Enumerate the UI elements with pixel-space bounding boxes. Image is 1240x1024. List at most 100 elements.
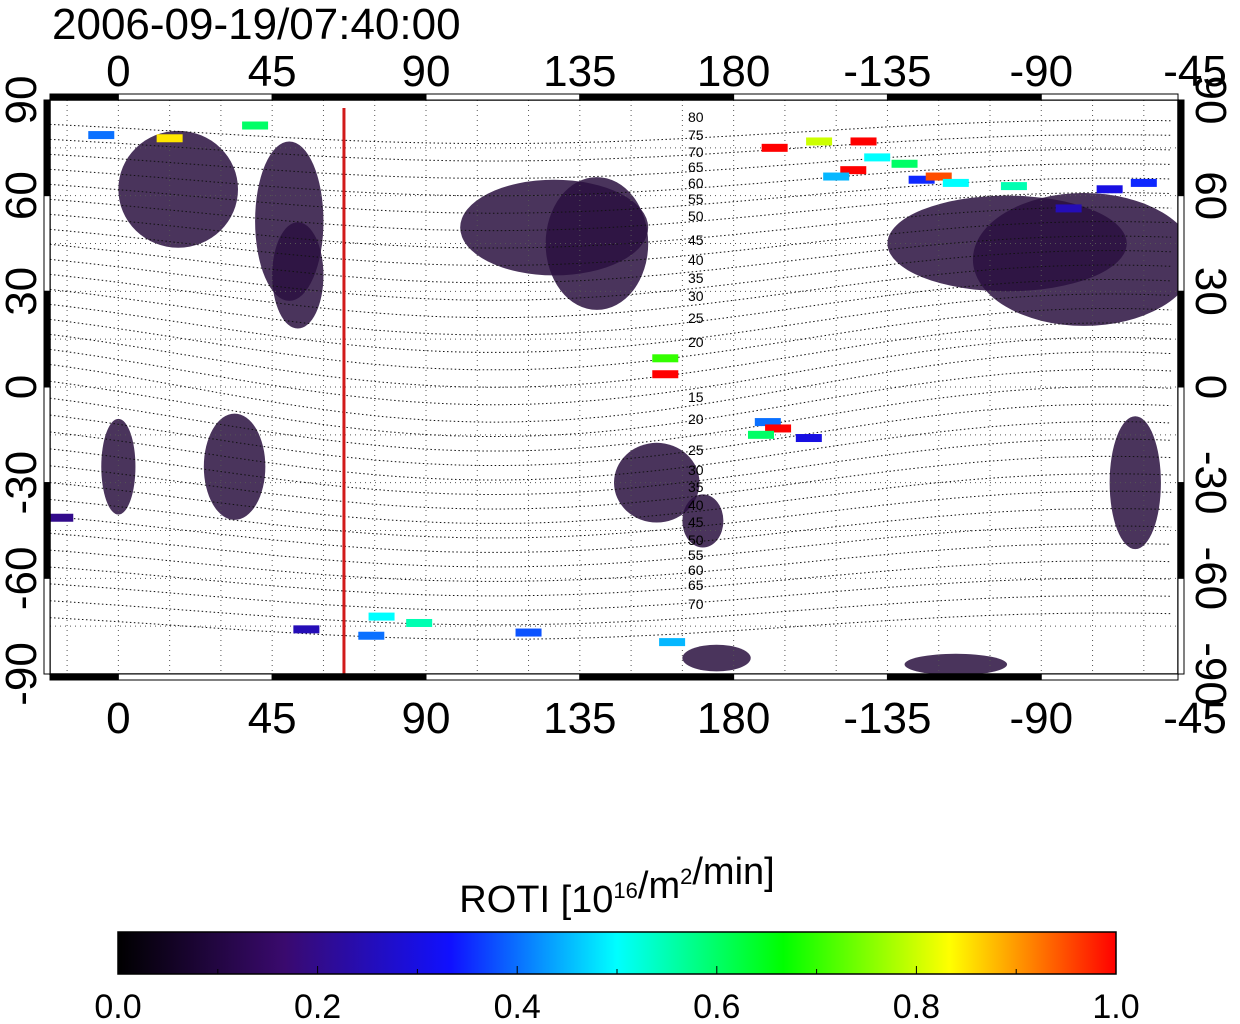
x-tick-label-bottom: -45 [1163,694,1227,743]
roti-cell [1130,178,1157,187]
magnetic-latitude-contour [50,351,1172,423]
colorbar-tick-label: 0.0 [94,988,141,1024]
maglat-label-south: 35 [688,479,704,495]
magnetic-latitude-contour [50,148,1172,179]
magnetic-latitude-contour [50,612,1172,640]
maglat-label-north: 75 [688,127,704,143]
roti-cell [891,159,918,168]
maglat-label-south: 50 [688,532,704,548]
low-roti-region-middle-east [272,222,324,329]
right-border-bar [1177,99,1185,197]
x-tick-label-bottom: 90 [402,694,451,743]
right-border-bar [1177,386,1185,484]
x-tick-label-bottom: 45 [248,694,297,743]
right-border-bar [1177,482,1185,579]
maglat-label-north: 40 [688,252,704,268]
magnetic-latitude-contour [50,163,1172,197]
low-roti-region-north-america [972,193,1178,326]
magnetic-latitude-contour [50,455,1172,510]
maglat-label-north: 60 [688,175,704,191]
maglat-label-north: 25 [688,310,704,326]
roti-cell [942,178,969,187]
roti-cell [515,628,542,637]
roti-cell [850,137,877,146]
maglat-label-north: 80 [688,109,704,125]
x-tick-label-bottom: 180 [697,694,770,743]
roti-cell [652,354,679,363]
magnetic-latitude-contour [50,308,1172,371]
roti-cell [156,134,183,143]
bottom-border-bar [49,673,119,681]
colorbar-tick-label: 0.2 [294,988,341,1024]
x-tick-label-top: -90 [1009,47,1073,96]
y-tick-label-right: 0 [1186,375,1235,399]
roti-cell [50,513,74,522]
y-tick-label-left: 0 [0,375,46,399]
left-border-bar [43,577,51,675]
y-tick-label-right: 60 [1186,171,1235,220]
low-roti-region-europe [118,130,238,248]
y-tick-label-left: -60 [0,547,46,611]
y-tick-label-left: -30 [0,451,46,515]
right-border-bar [1177,195,1185,292]
roti-cell [925,172,952,181]
low-roti-region-east-asia [545,177,649,310]
x-tick-label-top: 45 [248,47,297,96]
maglat-label-south: 60 [688,562,704,578]
roti-cell [293,625,320,634]
low-roti-region-west-africa [101,418,136,515]
low-roti-region-antarctica-2 [904,653,1008,674]
bottom-border-bar [579,673,735,681]
x-tick-label-top: 90 [402,47,451,96]
roti-cell [358,631,385,640]
roti-cell [864,153,891,162]
roti-cell [795,434,822,443]
magnetic-latitude-contour [50,577,1172,611]
right-border-bar [1177,290,1185,388]
y-tick-label-right: -60 [1186,547,1235,611]
roti-cell [659,638,686,647]
roti-cell [747,430,774,439]
magnetic-latitude-contour [50,473,1172,524]
y-tick-label-right: -30 [1186,451,1235,515]
maglat-label-north: 70 [688,144,704,160]
right-border-bar [1177,577,1185,675]
roti-cell [823,172,850,181]
bottom-border-bar [886,673,1042,681]
bottom-border-bar [425,673,581,681]
roti-cell [1055,204,1082,213]
maglat-label-south: 25 [688,442,704,458]
maglat-label-north: 35 [688,270,704,286]
maglat-label-north: 30 [688,288,704,304]
roti-cell [840,166,867,175]
magnetic-latitude-contour [50,134,1172,162]
magnetic-latitude-contour [50,279,1172,336]
y-tick-label-left: 90 [0,76,46,125]
roti-cell [1000,182,1027,191]
bottom-border-bar [1040,673,1179,681]
y-tick-label-right: 30 [1186,267,1235,316]
low-roti-region-south-africa [203,413,266,520]
magnetic-latitude-contour [50,235,1172,284]
bottom-border-bar [733,673,888,681]
magnetic-latitude-contour [50,192,1172,232]
maglat-label-north: 65 [688,159,704,175]
magnetic-latitude-contour [50,595,1172,626]
colorbar-tick-label: 0.4 [494,988,541,1024]
maglat-label-north: 20 [688,334,704,350]
y-tick-label-right: 90 [1186,76,1235,125]
roti-cell [652,370,679,379]
colorbar-tick-label: 0.8 [893,988,940,1024]
x-tick-label-top: -45 [1163,47,1227,96]
y-tick-label-right: -90 [1186,642,1235,706]
magnetic-latitude-contour [50,293,1172,353]
maglat-label-south: 45 [688,514,704,530]
x-tick-label-top: -135 [843,47,931,96]
magnetic-latitude-contour [50,177,1172,214]
roti-cell [761,143,788,152]
magnetic-latitude-contour [50,421,1172,481]
y-tick-label-left: 30 [0,267,46,316]
magnetic-latitude-contour [50,542,1172,582]
x-tick-label-top: 180 [697,47,770,96]
